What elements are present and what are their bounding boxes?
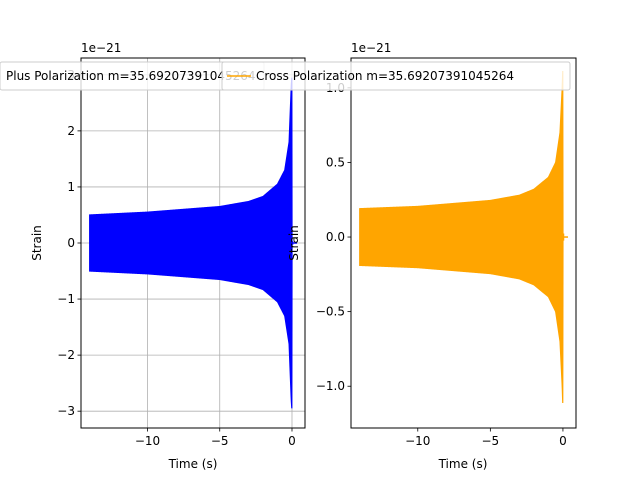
plus-waveform (89, 77, 298, 409)
cross-legend-text: Cross Polarization m=35.69207391045264 (256, 69, 514, 83)
cross-axes-frame (350, 57, 577, 429)
plus-polarization-panel: −10−50 −3−2−10123 1e−21 Time (s) Strain (30, 41, 306, 471)
cross-y-ticks: −1.0−0.50.00.51.0 (316, 81, 351, 393)
plus-y-ticks: −3−2−10123 (57, 68, 81, 418)
cross-x-ticks: −10 −5 0 (405, 428, 567, 448)
plus-y-tick-label-4: 1 (67, 180, 75, 194)
cross-x-axis-label: Time (s) (438, 457, 488, 471)
plus-legend: Plus Polarization m=35.69207391045264 (0, 61, 265, 91)
cross-polarization-panel: −10−50 −1.0−0.50.00.51.0 1e−21 Time (s) … (287, 41, 577, 471)
cross-x-tick-label-2: 0 (559, 434, 567, 448)
plus-x-tick-label-1: −5 (211, 434, 229, 448)
plus-x-axis-label: Time (s) (168, 457, 218, 471)
cross-offset-text: 1e−21 (351, 41, 391, 55)
cross-legend-box (221, 61, 571, 91)
plus-y-tick-label-1: −2 (57, 348, 75, 362)
plus-x-ticks: −10 −5 0 (135, 428, 296, 448)
cross-x-tick-label-1: −5 (482, 434, 500, 448)
plus-x-tick-label-2: 0 (288, 434, 296, 448)
cross-waveform-band (359, 71, 565, 404)
plus-x-tick-label-0: −10 (135, 434, 160, 448)
plus-y-tick-label-3: 0 (67, 236, 75, 250)
plus-y-tick-label-5: 2 (67, 124, 75, 138)
cross-legend: Cross Polarization m=35.69207391045264 (221, 61, 571, 91)
plus-legend-text: Plus Polarization m=35.69207391045264 (6, 69, 256, 83)
cross-x-tick-label-0: −10 (405, 434, 430, 448)
cross-y-tick-label-3: 0.5 (326, 155, 345, 169)
cross-y-tick-label-2: 0.0 (326, 230, 345, 244)
plus-y-tick-label-0: −3 (57, 404, 75, 418)
plus-y-axis-label: Strain (30, 225, 44, 261)
cross-y-axis-label: Strain (287, 225, 301, 261)
plus-offset-text: 1e−21 (81, 41, 121, 55)
plus-y-tick-label-2: −1 (57, 292, 75, 306)
cross-y-tick-label-0: −1.0 (316, 379, 345, 393)
cross-waveform (359, 71, 569, 404)
plus-waveform-band (89, 77, 294, 409)
cross-y-tick-label-1: −0.5 (316, 305, 345, 319)
